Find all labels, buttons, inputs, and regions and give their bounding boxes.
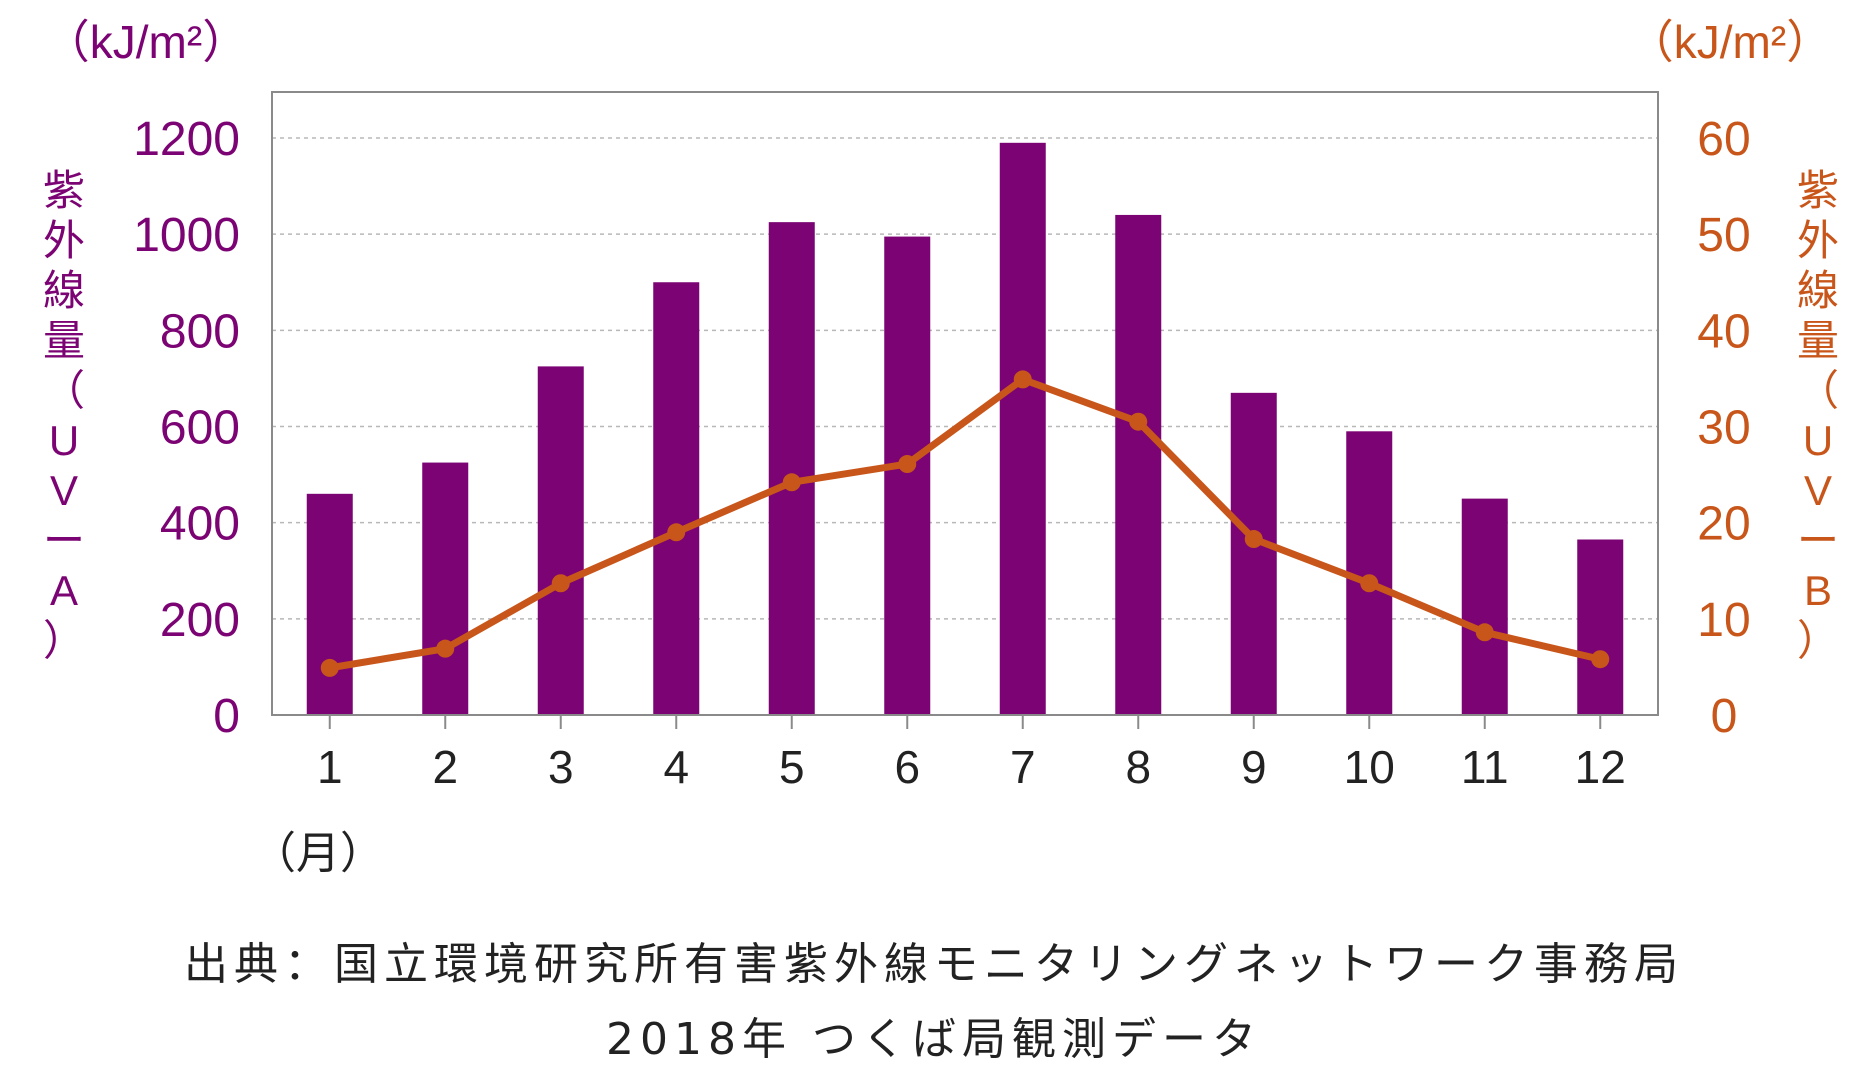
axis-title-char: ）: [1797, 617, 1839, 664]
axis-title-char: 外: [1797, 217, 1839, 264]
uvb-point: [782, 473, 801, 492]
left-tick-label: 1200: [133, 113, 240, 166]
uvb-point: [1244, 530, 1263, 549]
uva-bar: [768, 222, 815, 716]
axes: 1 2 3 4 5 6 7 8 9 10 11 120200400600800100012000102…: [133, 91, 1751, 793]
uvb-point: [1013, 370, 1032, 389]
source-line-2: 2018年 つくば局観測データ: [606, 1014, 1262, 1065]
axis-title-char: 量: [1797, 317, 1839, 364]
uva-bar: [884, 236, 931, 715]
left-tick-label: 1000: [133, 209, 240, 262]
uvb-point: [1129, 412, 1148, 431]
uva-bar: [1115, 214, 1162, 715]
uvb-point: [1591, 650, 1610, 669]
axis-title-char: U: [49, 417, 79, 464]
x-tick-label: 9: [1241, 741, 1267, 793]
right-tick-label: 60: [1697, 113, 1750, 166]
axis-title-char: V: [1804, 467, 1832, 514]
axis-title-char: V: [50, 467, 78, 514]
right-axis-unit: （kJ/m²）: [1628, 16, 1832, 68]
right-tick-label: 50: [1697, 209, 1750, 262]
uvb-point: [551, 574, 570, 593]
left-tick-label: 600: [160, 402, 240, 455]
axis-title-char: B: [1804, 567, 1832, 614]
axis-title-char: ー: [43, 517, 85, 564]
right-tick-label: 20: [1697, 498, 1750, 551]
gridlines: [272, 137, 1658, 620]
left-tick-label: 800: [160, 305, 240, 358]
source-line-1: 出典：国立環境研究所有害紫外線モニタリングネットワーク事務局: [184, 939, 1684, 990]
right-tick-label: 40: [1697, 305, 1750, 358]
uvb-point: [1360, 574, 1379, 593]
uva-bar: [306, 493, 353, 715]
right-tick-label: 30: [1697, 402, 1750, 455]
x-tick-label: 11: [1461, 741, 1509, 793]
x-tick-label: 8: [1125, 741, 1151, 793]
uvb-series-line: [329, 375, 1602, 672]
axis-title-char: U: [1803, 417, 1833, 464]
x-tick-label: 4: [663, 741, 689, 793]
axis-title-char: 外: [43, 217, 85, 264]
axis-title-char: 紫: [1797, 167, 1839, 214]
x-tick-label: 10: [1344, 741, 1395, 793]
axis-title-char: A: [50, 567, 78, 614]
uvb-point: [667, 523, 686, 542]
left-tick-label: 200: [160, 594, 240, 647]
uvb-line: [320, 370, 1610, 677]
uvb-point: [898, 455, 917, 474]
axis-title-char: ー: [1797, 517, 1839, 564]
axis-title-char: 量: [43, 317, 85, 364]
plot-frame: [271, 91, 1659, 716]
right-tick-label: 0: [1711, 690, 1738, 743]
x-tick-label: 1: [317, 741, 343, 793]
axis-title-char: 線: [43, 267, 85, 314]
uva-bar: [1577, 539, 1624, 715]
x-tick-label: 3: [548, 741, 574, 793]
x-tick-label: 6: [894, 741, 920, 793]
left-axis-unit: （kJ/m²）: [44, 16, 248, 68]
uva-bar: [999, 142, 1046, 715]
x-tick-label: 2: [432, 741, 458, 793]
x-tick-label: 12: [1575, 741, 1626, 793]
uva-bar: [1461, 498, 1508, 715]
uva-bar: [422, 462, 469, 715]
axis-title-char: ）: [43, 617, 85, 664]
uva-bar: [1346, 431, 1393, 715]
x-axis-label: （月）: [252, 829, 384, 878]
uva-bar: [537, 366, 584, 715]
x-tick-label: 7: [1010, 741, 1036, 793]
right-tick-label: 10: [1697, 594, 1750, 647]
uvb-point: [320, 658, 339, 677]
axis-title-char: 紫: [43, 167, 85, 214]
axis-title-char: （: [1797, 367, 1839, 414]
uva-bar: [653, 282, 700, 715]
uvb-point: [1475, 623, 1494, 642]
left-tick-label: 0: [213, 690, 240, 743]
uvb-point: [436, 639, 455, 658]
left-tick-label: 400: [160, 498, 240, 551]
axis-title-char: （: [43, 367, 85, 414]
axis-title-char: 線: [1797, 267, 1839, 314]
uva-bars: [306, 142, 1624, 716]
uva-bar: [1230, 392, 1277, 715]
x-tick-label: 5: [779, 741, 805, 793]
